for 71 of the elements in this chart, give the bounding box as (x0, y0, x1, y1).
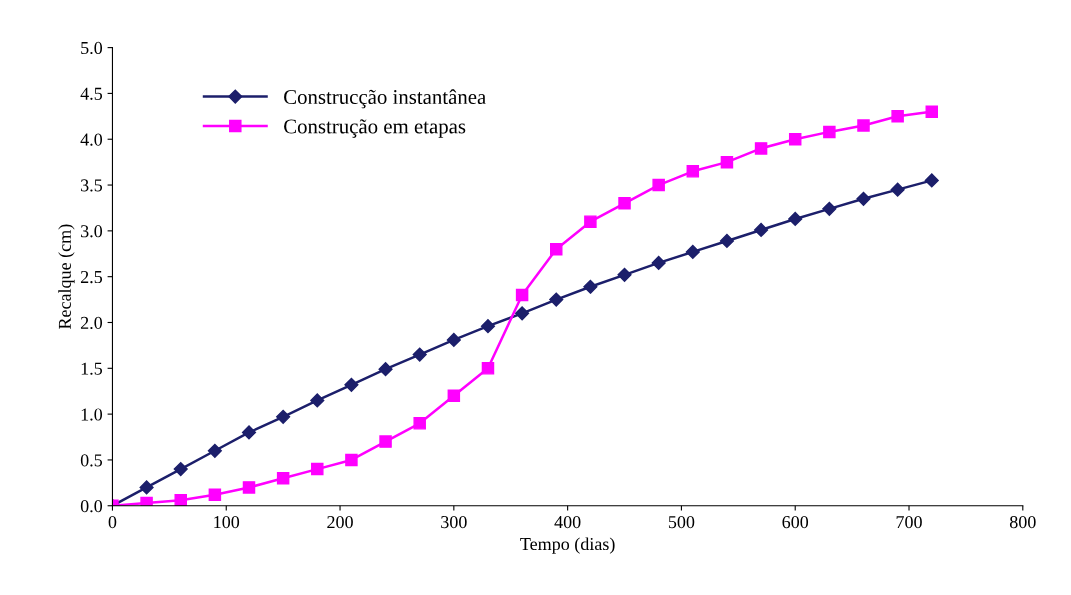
point (788, 211, 803, 227)
point (310, 393, 325, 408)
point (412, 347, 427, 362)
y-tick-label: 4.0 (80, 133, 103, 146)
point (446, 332, 461, 347)
point (652, 178, 665, 192)
y-axis-title: Recalque (cm) (58, 224, 75, 330)
point (754, 142, 768, 155)
x-tick-label: 200 (327, 515, 353, 529)
point (379, 435, 392, 448)
point (242, 481, 256, 494)
point (447, 389, 461, 403)
x-tick-label: 0 (108, 515, 117, 529)
y-tick-label: 2.5 (80, 270, 103, 284)
point (549, 292, 564, 307)
x-tick-label: 300 (441, 515, 467, 529)
point (344, 377, 359, 392)
point (618, 197, 631, 210)
y-tick-label: 3.5 (81, 179, 103, 192)
point (617, 267, 632, 282)
point (139, 480, 154, 495)
point (173, 462, 188, 477)
point (208, 488, 222, 502)
y-tick-label: 5.0 (81, 41, 103, 55)
x-tick-label: 800 (1009, 515, 1036, 529)
y-tick-label: 3.0 (81, 225, 103, 238)
point (515, 288, 529, 302)
point (207, 443, 222, 458)
point (686, 165, 700, 178)
point (584, 215, 597, 228)
point (890, 182, 905, 197)
point (583, 279, 598, 294)
point (857, 119, 870, 132)
point (174, 494, 187, 506)
x-tick-label: 700 (896, 515, 922, 529)
point (345, 453, 358, 467)
point (515, 306, 530, 321)
point (924, 173, 939, 188)
legend-label: Construção em etapas (284, 119, 466, 138)
y-tick-label: 1.0 (81, 408, 103, 421)
point (925, 105, 939, 118)
x-axis-title: Tempo (dias) (520, 537, 615, 554)
point (413, 417, 426, 430)
x-tick-label: 100 (214, 515, 240, 529)
point (822, 201, 837, 216)
legend-label: Construcção instantânea (284, 89, 486, 109)
point (754, 222, 769, 238)
point (480, 319, 496, 334)
y-tick-label: 1.5 (81, 362, 103, 375)
y-tick-label: 2.0 (80, 316, 103, 330)
point (241, 425, 257, 440)
point (856, 191, 871, 206)
point (788, 132, 802, 146)
point (823, 125, 836, 139)
point (378, 362, 393, 377)
point (549, 242, 563, 256)
point (276, 409, 291, 424)
x-tick-label: 600 (782, 515, 809, 529)
point (311, 462, 324, 476)
point (720, 155, 734, 169)
point (685, 244, 700, 260)
point (651, 255, 666, 271)
point (891, 110, 904, 123)
y-tick-label: 0.0 (80, 500, 103, 513)
point (276, 472, 290, 485)
point (719, 233, 735, 249)
x-tick-label: 400 (554, 515, 581, 529)
y-tick-label: 4.5 (80, 87, 103, 100)
y-tick-label: 0.5 (80, 454, 103, 467)
x-tick-label: 500 (668, 515, 695, 529)
point (481, 362, 495, 375)
